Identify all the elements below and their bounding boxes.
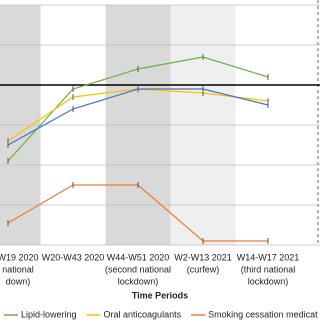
x-tick-label: W14-W17 2021 [237, 252, 300, 262]
x-tick-label: (third national [241, 264, 296, 274]
x-tick-label: W2-W13 2021 [174, 252, 232, 262]
x-tick-label: (curfew) [187, 264, 220, 274]
x-tick-label: W19 2020 [0, 252, 39, 262]
x-tick-label: down) [6, 276, 31, 286]
x-tick-label: national [2, 264, 34, 274]
x-tick-label: (second national [105, 264, 171, 274]
x-tick-label: W20-W43 2020 [42, 252, 105, 262]
legend-label: Oral anticoagulants [104, 309, 182, 319]
legend-label: Lipid-lowering [21, 309, 77, 319]
x-axis-title: Time Periods [132, 290, 188, 300]
x-tick-label: W44-W51 2020 [107, 252, 170, 262]
x-tick-label: lockdown) [118, 276, 159, 286]
x-tick-label: lockdown) [248, 276, 289, 286]
legend-label: Smoking cessation medicat [208, 309, 318, 319]
